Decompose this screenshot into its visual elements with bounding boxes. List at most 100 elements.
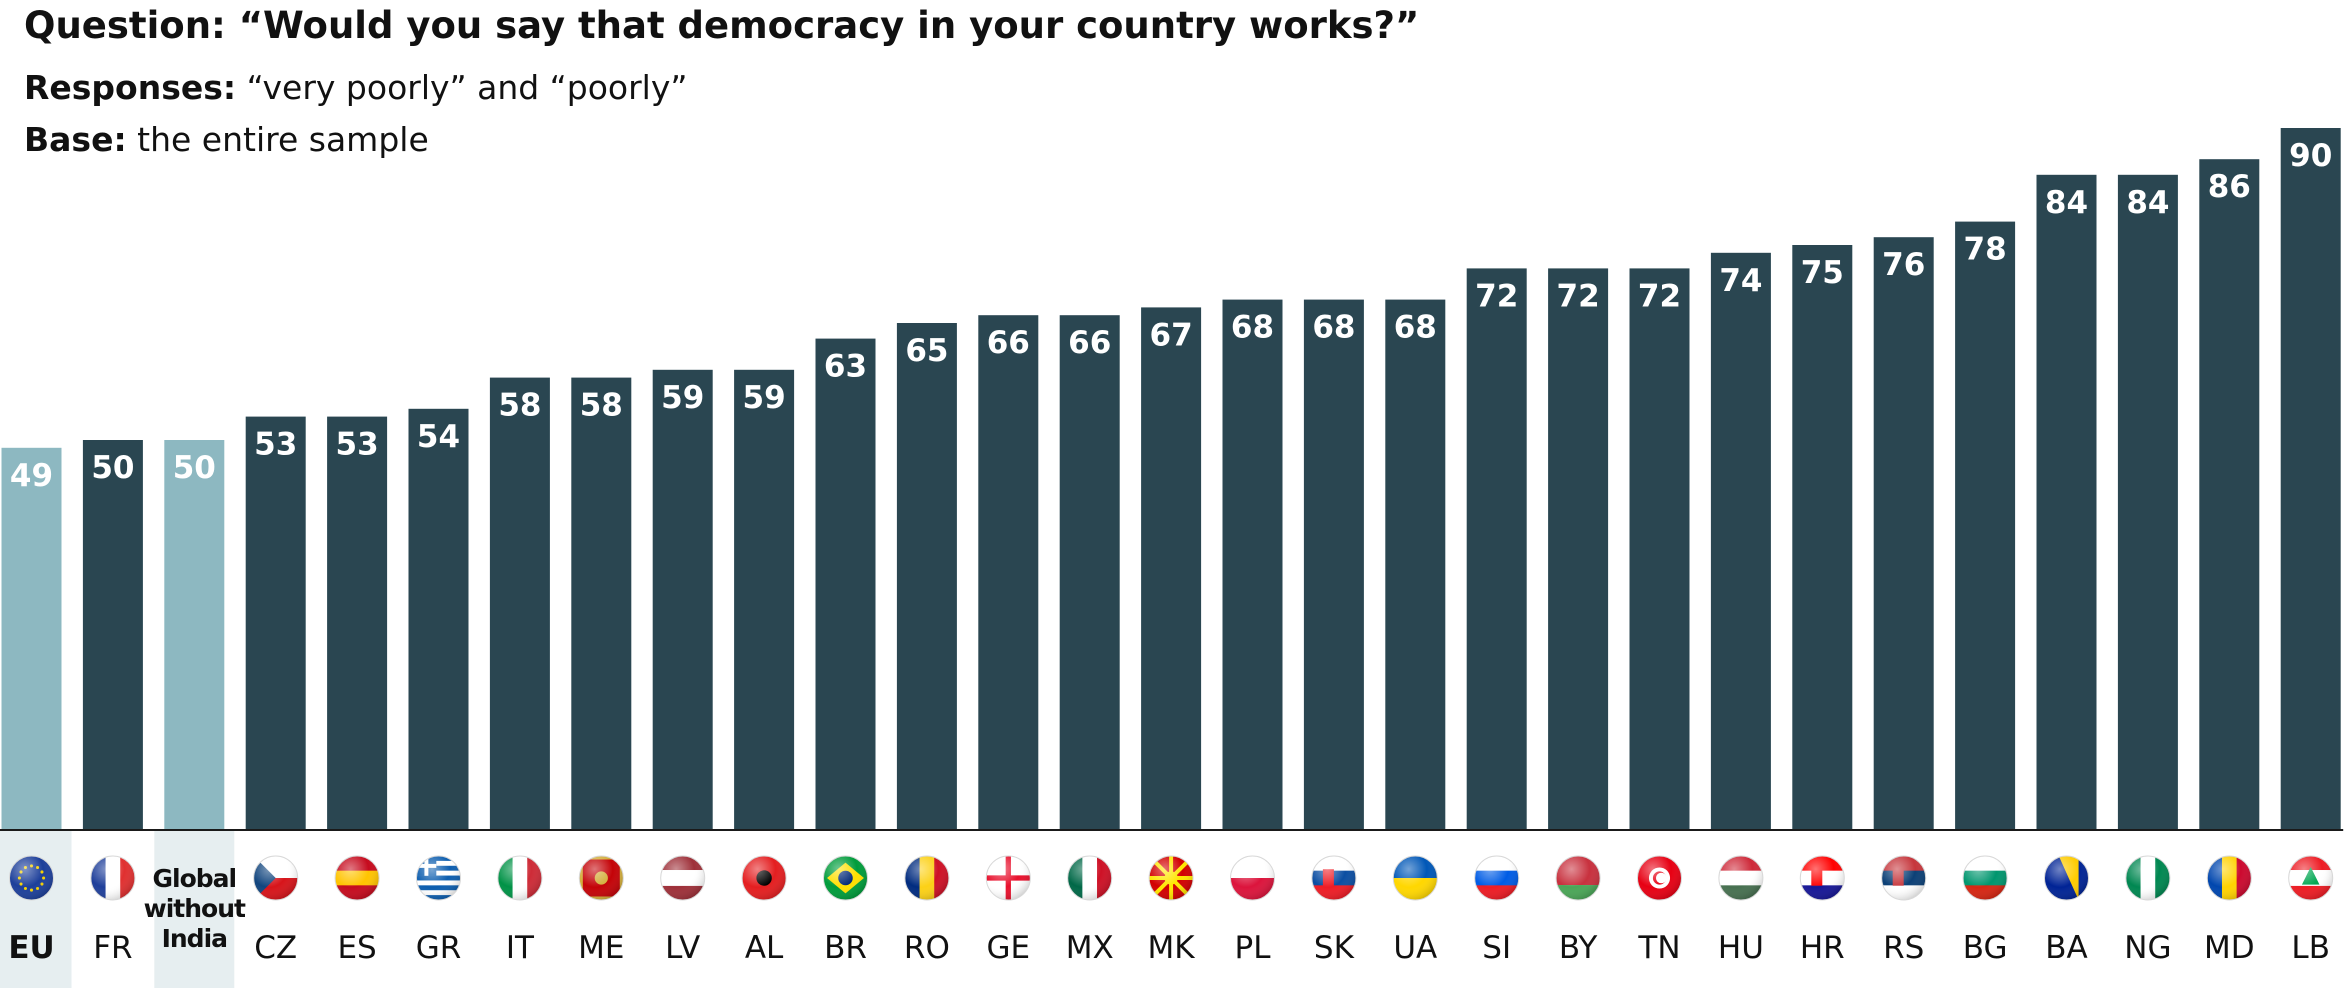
belarus-flag-icon xyxy=(1555,855,1601,901)
north-macedonia-flag-icon xyxy=(1148,855,1194,901)
value-label: 68 xyxy=(1394,310,1437,346)
value-label: 76 xyxy=(1882,247,1925,283)
bosnia-flag-icon xyxy=(2044,855,2089,901)
montenegro-flag-icon xyxy=(578,855,624,901)
value-label: 49 xyxy=(10,458,53,494)
bar xyxy=(815,338,876,830)
croatia-flag-icon xyxy=(1799,855,1845,901)
value-label: 78 xyxy=(1964,232,2007,268)
value-label: 53 xyxy=(254,427,297,463)
latvia-flag-icon xyxy=(660,855,706,901)
greece-flag-icon xyxy=(416,855,461,901)
bar xyxy=(408,408,469,830)
category-label: BA xyxy=(2045,930,2087,966)
value-label: 66 xyxy=(1068,325,1111,361)
category-label: CZ xyxy=(254,930,297,966)
value-label: 63 xyxy=(824,349,867,385)
value-label: 50 xyxy=(173,450,216,486)
bar xyxy=(164,440,225,830)
bar xyxy=(1,447,62,830)
category-label: RS xyxy=(1883,930,1924,966)
bar xyxy=(1955,221,2016,831)
category-label: FR xyxy=(93,930,132,966)
bar xyxy=(734,369,795,830)
bar xyxy=(1466,268,1527,830)
category-label: ES xyxy=(337,930,376,966)
bar xyxy=(1303,299,1364,831)
serbia-flag-icon xyxy=(1881,855,1927,901)
question-line: Question: “Would you say that democracy … xyxy=(24,4,1419,47)
ukraine-flag-icon xyxy=(1392,855,1438,901)
poland-flag-icon xyxy=(1230,855,1275,901)
category-label: GR xyxy=(416,930,462,966)
question-text: “Would you say that democracy in your co… xyxy=(238,4,1420,47)
category-label: AL xyxy=(745,930,784,966)
value-label: 66 xyxy=(987,325,1030,361)
bar xyxy=(1141,307,1202,830)
bar xyxy=(1548,268,1609,830)
bar xyxy=(1059,315,1120,830)
category-label: BY xyxy=(1559,930,1598,966)
category-label: HU xyxy=(1718,930,1764,966)
value-label: 68 xyxy=(1231,310,1274,346)
responses-text: “very poorly” and “poorly” xyxy=(246,68,688,107)
bar xyxy=(1629,268,1690,830)
question-label: Question: xyxy=(24,4,226,47)
category-label: LV xyxy=(665,930,700,966)
value-label: 58 xyxy=(580,388,623,424)
slovakia-flag-icon xyxy=(1311,855,1357,901)
category-label: EU xyxy=(8,930,54,966)
category-label: TN xyxy=(1637,930,1680,966)
value-label: 59 xyxy=(743,380,786,416)
bar xyxy=(2280,128,2341,830)
value-label: 74 xyxy=(1719,263,1762,299)
category-label: NG xyxy=(2124,930,2171,966)
bar xyxy=(2117,174,2178,831)
romania-flag-icon xyxy=(904,855,950,901)
category-label: HR xyxy=(1800,930,1845,966)
czech-flag-icon xyxy=(253,855,299,901)
category-label: India xyxy=(162,924,227,953)
value-label: 53 xyxy=(336,427,379,463)
nigeria-flag-icon xyxy=(2125,855,2171,901)
bar xyxy=(489,377,550,830)
value-label: 84 xyxy=(2126,185,2169,221)
lebanon-flag-icon xyxy=(2288,855,2334,901)
bar xyxy=(1385,299,1446,831)
italy-flag-icon xyxy=(497,855,543,901)
value-label: 90 xyxy=(2289,138,2332,174)
category-label: MD xyxy=(2204,930,2255,966)
category-label: BR xyxy=(824,930,867,966)
responses-line: Responses: “very poorly” and “poorly” xyxy=(24,68,687,107)
highlight-label-bg xyxy=(154,830,235,988)
category-label: MK xyxy=(1148,930,1196,966)
bulgaria-flag-icon xyxy=(1962,855,2008,901)
value-label: 72 xyxy=(1475,278,1518,314)
eu-flag-icon xyxy=(9,855,54,901)
bar xyxy=(1792,245,1853,830)
category-label: ME xyxy=(578,930,624,966)
value-label: 58 xyxy=(498,388,541,424)
value-label: 67 xyxy=(1150,317,1193,353)
georgia-flag-icon xyxy=(985,855,1031,901)
hungary-flag-icon xyxy=(1718,855,1764,901)
tunisia-flag-icon xyxy=(1637,855,1682,901)
category-label: LB xyxy=(2291,930,2330,966)
bar xyxy=(896,323,957,830)
bar xyxy=(327,416,388,830)
base-text: the entire sample xyxy=(137,120,429,159)
category-label: Global xyxy=(152,864,236,893)
category-label: IT xyxy=(506,930,535,966)
bar xyxy=(1873,237,1934,830)
category-label: MX xyxy=(1066,930,1114,966)
albania-flag-icon xyxy=(741,855,787,901)
value-label: 50 xyxy=(91,450,134,486)
bar xyxy=(1710,252,1771,831)
bar xyxy=(82,440,143,830)
category-label: UA xyxy=(1393,930,1437,966)
bar xyxy=(652,369,713,830)
value-label: 65 xyxy=(905,333,948,369)
category-label: GE xyxy=(986,930,1030,966)
value-label: 72 xyxy=(1638,278,1681,314)
